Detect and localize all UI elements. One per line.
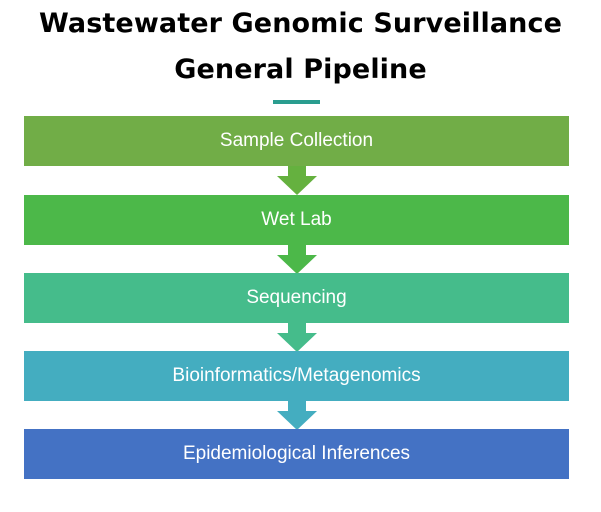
pipeline-step-sequencing: Sequencing — [24, 273, 569, 323]
diagram-title-line-2: General Pipeline — [174, 54, 427, 85]
step-label: Epidemiological Inferences — [182, 443, 411, 464]
down-arrow-icon — [277, 166, 317, 195]
down-arrow-icon — [277, 323, 317, 352]
step-label: Sequencing — [246, 287, 347, 308]
pipeline-step-bioinformatics-metagenomics: Bioinformatics/Metagenomics — [24, 351, 569, 401]
pipeline-step-epidemiological-inferences: Epidemiological Inferences — [24, 429, 569, 479]
down-arrow-icon — [277, 245, 317, 274]
step-label: Wet Lab — [261, 209, 332, 230]
pipeline-step-wet-lab: Wet Lab — [24, 195, 569, 245]
pipeline-step-sample-collection: Sample Collection — [24, 116, 569, 166]
down-arrow-icon — [277, 401, 317, 430]
step-label: Sample Collection — [219, 130, 374, 151]
diagram-title-line-1: Wastewater Genomic Surveillance — [39, 8, 562, 39]
step-label: Bioinformatics/Metagenomics — [172, 365, 421, 386]
title-accent-bar — [273, 100, 320, 104]
